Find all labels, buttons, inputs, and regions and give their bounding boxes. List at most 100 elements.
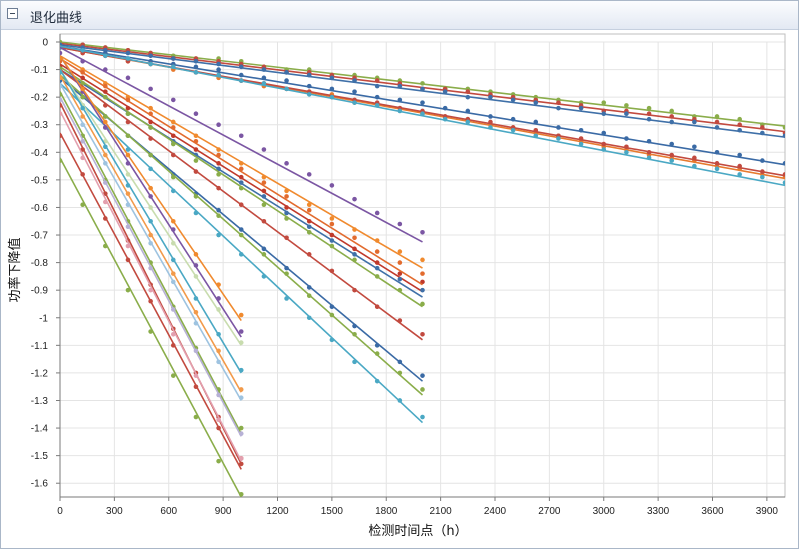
x-tick-label: 2100 [430,506,453,517]
series-m3 [60,63,425,293]
data-point [737,127,742,133]
series-m1 [60,46,425,243]
y-tick-label: -0.4 [31,148,49,159]
y-tick-label: -0.1 [31,65,49,76]
data-point [238,431,244,436]
data-point [80,105,85,111]
data-point [284,271,289,276]
data-point [397,398,403,403]
data-point [216,392,221,398]
fit-line [60,157,242,497]
data-point [148,218,153,224]
data-point [216,172,221,177]
y-tick-label: -1.6 [31,479,49,490]
data-point [646,116,652,122]
data-point [624,136,629,141]
data-point [80,94,85,100]
data-point [420,257,425,263]
data-point [284,188,289,194]
data-point [692,144,697,150]
data-point [193,274,199,279]
y-tick-label: -1 [39,313,48,324]
data-point [170,271,176,276]
data-point [782,125,785,130]
fit-line [60,110,242,462]
panel-title: 退化曲线 [30,11,83,26]
data-point [103,119,108,125]
data-point [216,213,221,219]
data-point [238,161,244,166]
data-point [329,312,335,318]
data-point [216,282,221,287]
data-point [103,103,108,108]
data-point [556,125,561,130]
data-point [714,114,720,119]
x-tick-label: 600 [160,506,177,517]
data-point [284,216,289,221]
data-point [306,315,312,321]
data-point [170,227,176,232]
data-point [103,243,108,249]
series-f12 [60,157,244,497]
data-point [80,122,85,128]
series-s4 [60,45,785,166]
data-point [374,249,380,254]
data-point [170,218,176,224]
x-tick-label: 300 [106,506,123,517]
data-point [216,296,221,301]
minus-box-icon[interactable] [7,8,18,19]
data-point [601,100,607,105]
data-point [193,348,199,354]
data-point [465,108,471,114]
data-point [397,97,403,103]
data-point [103,161,108,166]
data-point [306,207,312,213]
data-point [80,202,85,207]
data-point [148,265,153,271]
y-tick-label: -0.8 [31,258,49,269]
data-point [103,67,108,72]
data-point [329,238,335,243]
data-point [125,172,131,177]
data-point [148,61,153,67]
data-point [306,252,312,257]
x-tick-label: 3000 [593,506,616,517]
data-point [420,414,425,420]
data-point [60,103,63,108]
data-point [193,309,199,315]
data-point [261,174,267,180]
y-tick-label: -0.2 [31,93,49,104]
x-tick-label: 1500 [321,506,344,517]
x-tick-label: 1800 [375,506,398,517]
data-point [329,216,335,221]
data-point [397,83,403,89]
data-point [420,81,425,86]
data-point [238,174,244,180]
data-point [556,100,561,105]
x-tick-label: 0 [57,506,63,517]
data-point [170,141,176,147]
data-point [103,83,108,89]
axes: 0 -0.1 -0.2 -0.3 -0.4 -0.5 -0.6 -0.7 -0.8 -0.9 -1 -… [31,33,786,517]
data-point [238,395,244,401]
data-point [80,114,85,119]
data-point [170,373,176,378]
data-point [216,232,221,238]
data-point [170,257,176,263]
data-point [193,59,199,64]
data-point [760,125,765,130]
series-layer [60,39,785,497]
data-point [216,359,221,365]
data-point [374,238,380,243]
data-point [284,70,289,75]
data-point [284,78,289,83]
data-point [125,183,131,188]
data-point [238,64,244,70]
data-point [80,147,85,152]
data-point [488,119,493,125]
data-point [578,127,584,133]
data-point [284,235,289,241]
data-point [601,111,607,116]
data-point [193,296,199,301]
